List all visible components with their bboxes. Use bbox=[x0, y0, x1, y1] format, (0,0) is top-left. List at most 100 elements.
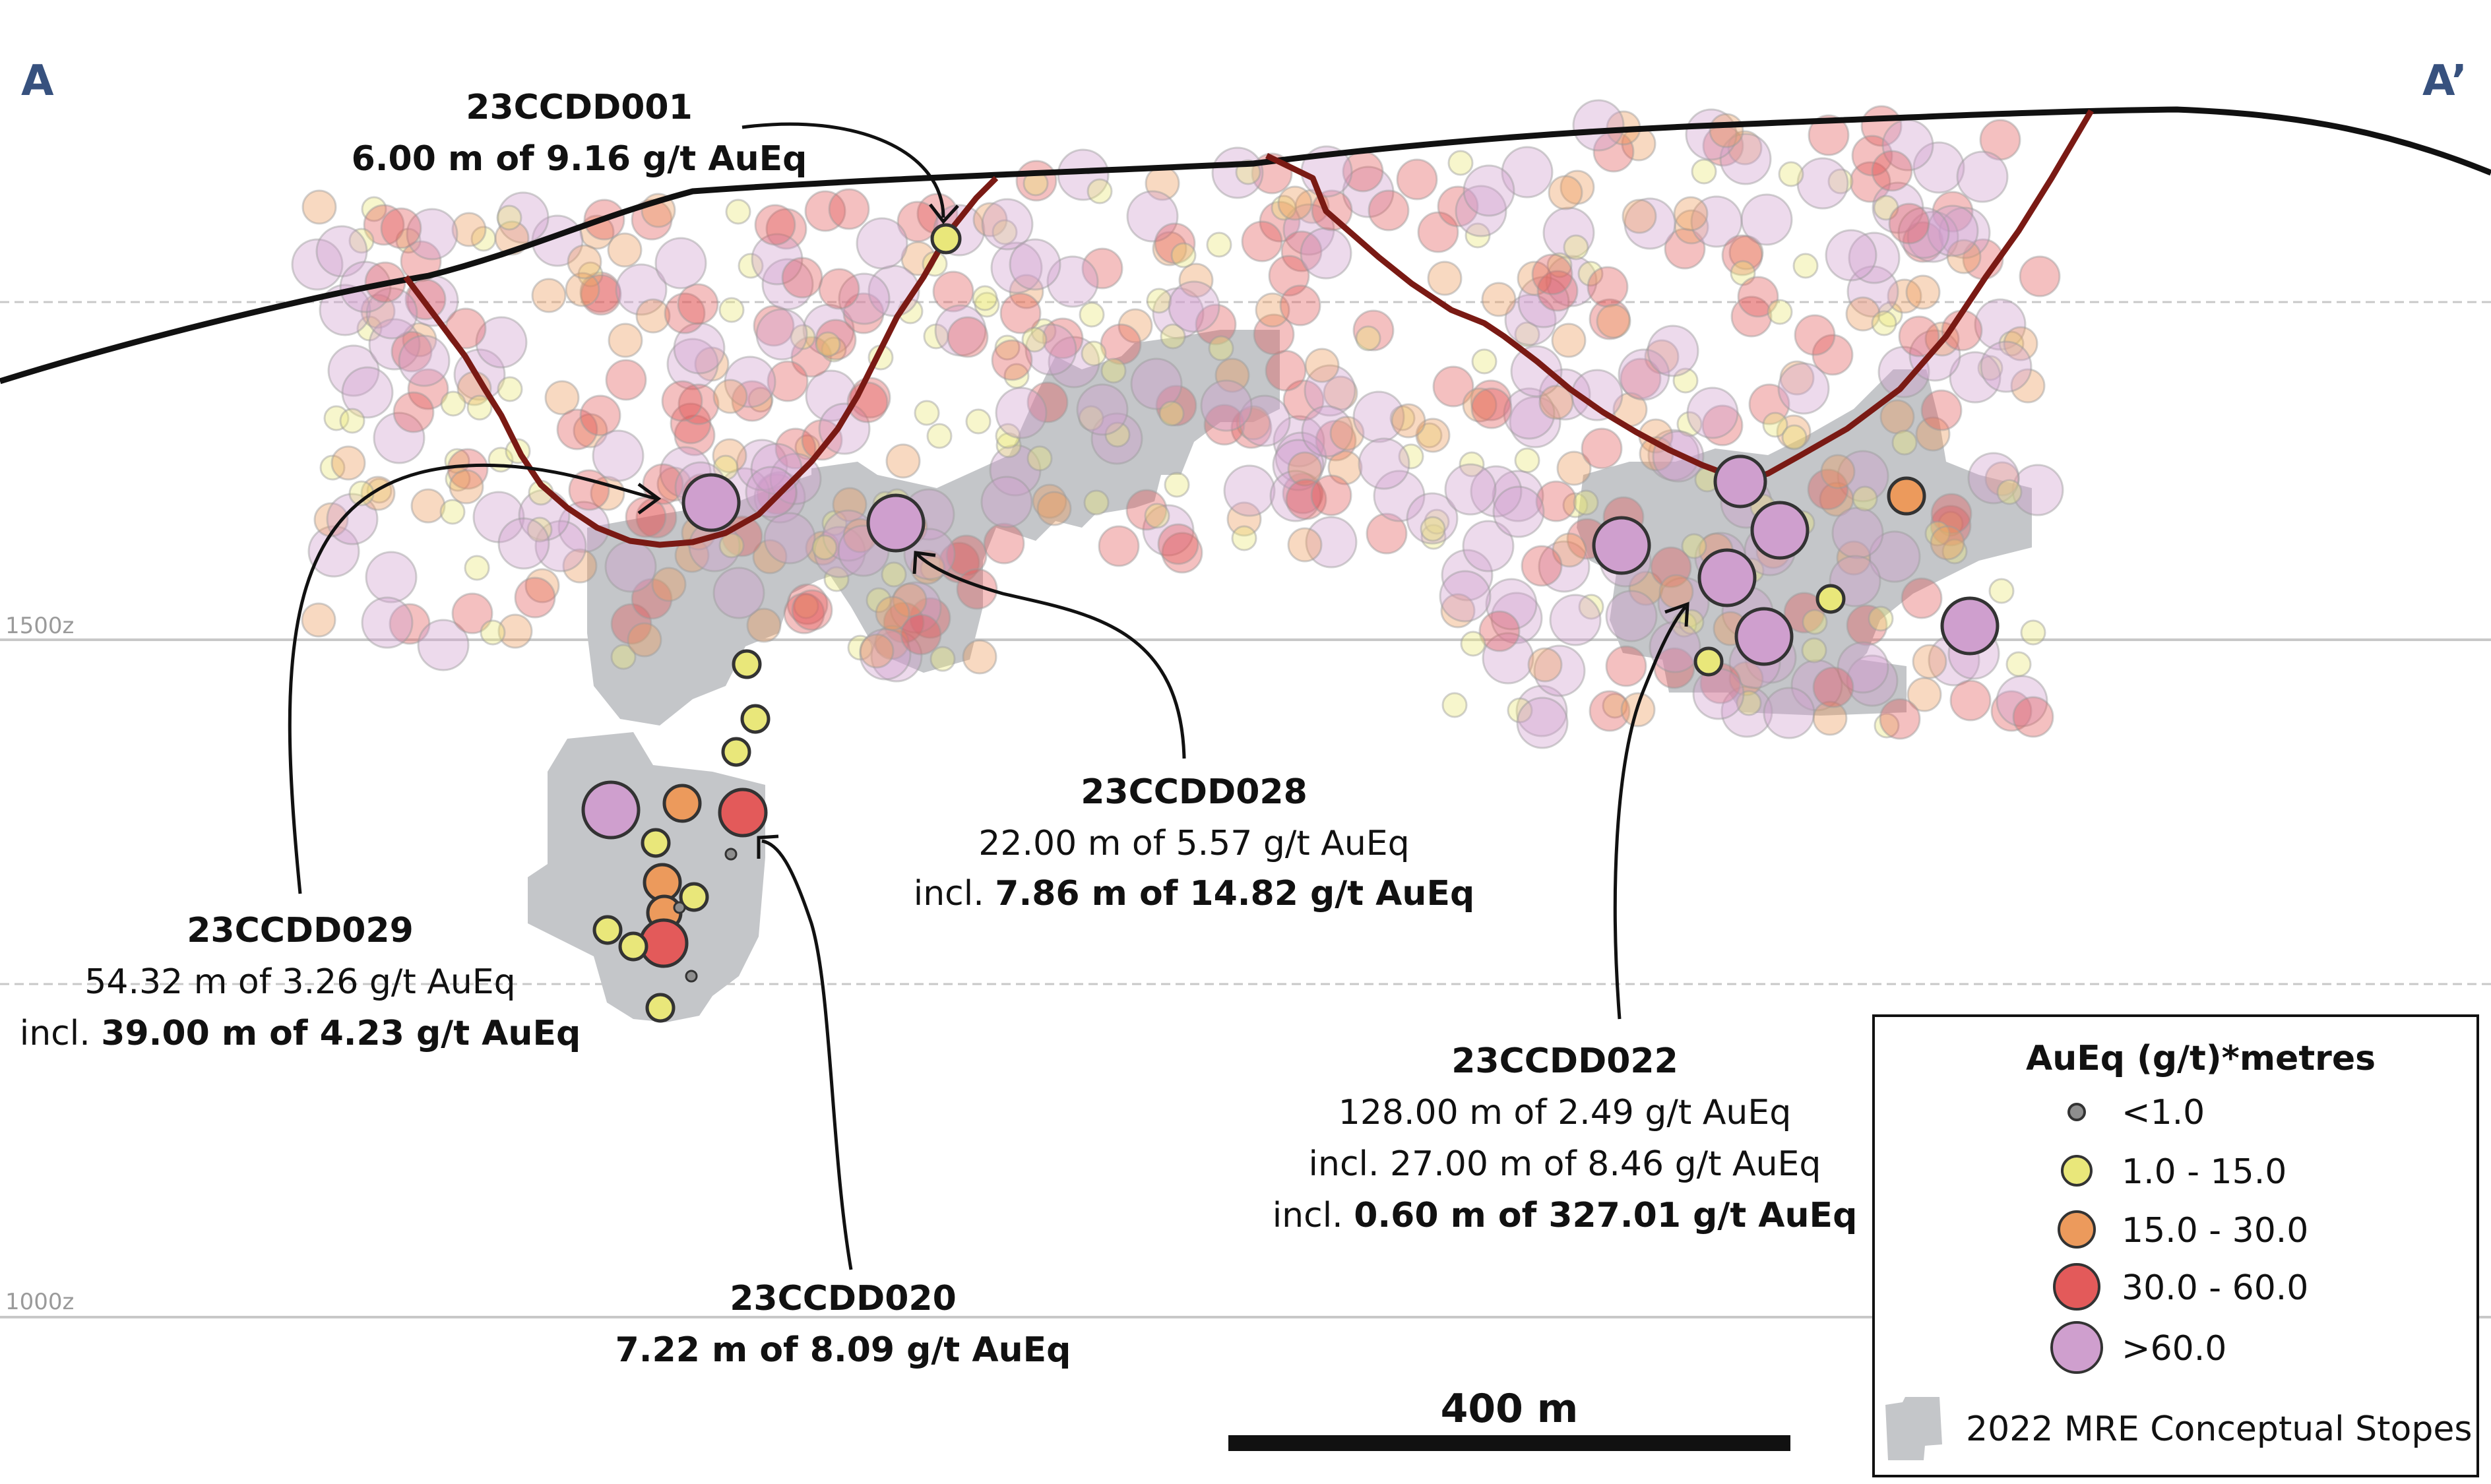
background-intercept bbox=[1208, 335, 1234, 361]
background-intercept bbox=[821, 336, 847, 363]
background-intercept bbox=[1048, 336, 1100, 388]
intercept-west-1to15 bbox=[645, 993, 676, 1023]
section-start-label: A bbox=[21, 57, 54, 106]
background-intercept bbox=[1025, 323, 1077, 376]
background-intercept bbox=[1427, 261, 1463, 296]
background-intercept bbox=[1026, 445, 1053, 472]
background-intercept bbox=[615, 263, 668, 316]
background-intercept bbox=[1090, 412, 1143, 465]
intercept-east-gt60 bbox=[1750, 501, 1810, 560]
callout-segment: 22.00 m of 5.57 g/t AuEq bbox=[978, 824, 1409, 863]
background-intercept bbox=[1277, 185, 1313, 221]
background-intercept bbox=[1459, 451, 1485, 478]
background-intercept bbox=[670, 402, 712, 445]
background-intercept bbox=[1581, 427, 1623, 470]
background-intercept bbox=[1447, 150, 1474, 176]
background-intercept bbox=[1877, 301, 1903, 328]
background-intercept bbox=[497, 191, 550, 244]
background-intercept bbox=[567, 244, 602, 280]
background-intercept bbox=[1602, 693, 1628, 719]
background-intercept bbox=[1877, 346, 1930, 398]
background-intercept bbox=[1501, 146, 1554, 199]
background-intercept bbox=[892, 582, 928, 618]
background-intercept bbox=[926, 423, 953, 449]
background-intercept bbox=[1514, 321, 1540, 348]
legend-swatch-30to60 bbox=[2053, 1263, 2100, 1311]
highlight-intercepts bbox=[581, 223, 2000, 1023]
intercept-west-lt1 bbox=[724, 848, 738, 861]
background-intercept bbox=[838, 272, 891, 325]
stope-west-upper bbox=[587, 475, 871, 726]
background-intercept bbox=[746, 607, 782, 643]
leader-arrowhead bbox=[1664, 602, 1689, 627]
background-intercept bbox=[1949, 351, 2002, 404]
callout-segment: incl. 27.00 m of 8.46 g/t AuEq bbox=[1309, 1144, 1821, 1184]
intercept-west-1to15 bbox=[641, 828, 671, 858]
background-intercept bbox=[802, 303, 855, 356]
intercept-east-gt60 bbox=[1592, 516, 1651, 575]
background-intercept bbox=[1996, 479, 2023, 505]
background-intercept bbox=[821, 510, 848, 536]
background-intercept bbox=[1226, 501, 1262, 537]
background-intercept bbox=[1238, 394, 1291, 447]
background-intercept bbox=[1825, 229, 1877, 282]
background-intercept bbox=[1949, 679, 1992, 722]
background-intercept bbox=[859, 628, 912, 681]
background-intercept bbox=[1719, 133, 1772, 185]
background-intercept bbox=[1420, 516, 1446, 542]
background-intercept bbox=[1879, 698, 1921, 740]
background-intercept bbox=[1730, 295, 1773, 338]
background-intercept bbox=[818, 268, 860, 310]
background-intercept bbox=[1930, 505, 1972, 547]
intercept-23CCDD020[interactable] bbox=[718, 788, 768, 838]
background-intercept bbox=[1424, 509, 1450, 535]
background-intercept bbox=[736, 439, 788, 491]
background-intercept bbox=[1605, 645, 1647, 687]
background-intercept bbox=[402, 322, 437, 357]
background-intercept bbox=[947, 316, 989, 358]
background-intercept bbox=[1144, 503, 1170, 529]
background-intercept bbox=[577, 261, 604, 288]
intercept-23CCDD001[interactable] bbox=[930, 223, 962, 255]
background-intercept bbox=[1915, 416, 1951, 452]
background-intercept bbox=[712, 567, 765, 619]
callout-line: 128.00 m of 2.49 g/t AuEq bbox=[1339, 1093, 1791, 1132]
background-intercept bbox=[1644, 339, 1680, 375]
background-intercept bbox=[1762, 412, 1788, 438]
background-intercept bbox=[1463, 164, 1515, 217]
background-intercept bbox=[389, 603, 431, 645]
background-intercept bbox=[1779, 360, 1815, 396]
background-intercept bbox=[1389, 405, 1416, 431]
background-intercept bbox=[1912, 644, 1947, 679]
intercept-23CCDD022[interactable] bbox=[1713, 454, 1767, 509]
background-intercept bbox=[765, 208, 807, 250]
intercept-23CCDD029[interactable] bbox=[681, 473, 741, 532]
intercept-west-15to30 bbox=[662, 784, 702, 823]
background-intercept bbox=[900, 613, 942, 656]
legend-box bbox=[1872, 1014, 2479, 1477]
background-intercept bbox=[694, 346, 730, 382]
background-intercept bbox=[1849, 161, 1891, 203]
callout-segment: 54.32 m of 3.26 g/t AuEq bbox=[84, 962, 515, 1002]
background-intercept bbox=[1437, 185, 1479, 228]
background-intercept bbox=[607, 232, 643, 268]
background-intercept bbox=[365, 551, 418, 603]
background-intercept bbox=[1956, 150, 2009, 203]
background-intercept bbox=[1273, 415, 1325, 468]
intercept-east-1to15 bbox=[1693, 646, 1724, 677]
background-intercept bbox=[1415, 417, 1451, 453]
pit-shell-west bbox=[403, 175, 999, 548]
leader-arrowhead bbox=[757, 834, 779, 859]
background-intercept bbox=[999, 292, 1042, 334]
background-intercept bbox=[1974, 298, 2027, 351]
background-intercept bbox=[938, 541, 980, 584]
intercept-23CCDD028[interactable] bbox=[866, 493, 926, 553]
background-intercept bbox=[557, 501, 610, 553]
background-intercept bbox=[767, 360, 809, 402]
background-intercept bbox=[1021, 326, 1048, 353]
background-intercept bbox=[1100, 357, 1127, 384]
background-intercept bbox=[365, 287, 418, 340]
background-intercept bbox=[1926, 204, 1979, 257]
background-intercept bbox=[847, 634, 873, 661]
background-intercept bbox=[1938, 510, 1964, 537]
